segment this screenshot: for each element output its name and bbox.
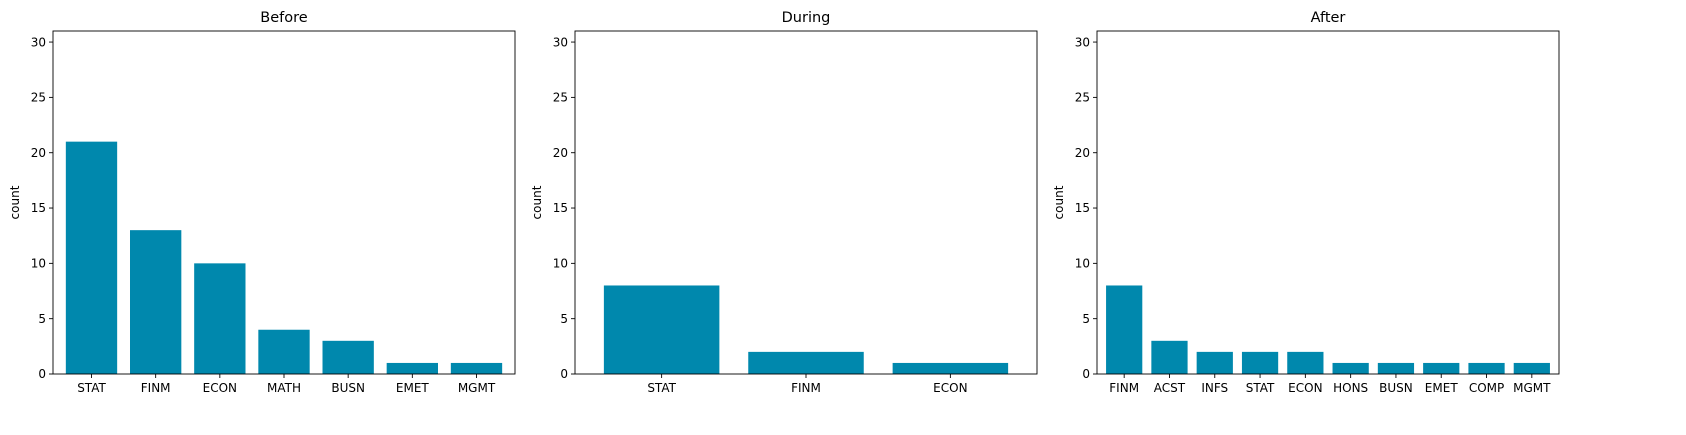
bar-busn	[1377, 362, 1415, 374]
bar-stat	[603, 285, 720, 374]
y-tick-label: 15	[31, 201, 46, 215]
x-tick-label: COMP	[1469, 381, 1504, 395]
chart-panel-before: 0 5 10 15 20 25 30 STAT FINM ECON MATH BUSN EMET MGMT…	[8, 10, 516, 395]
bar-econ	[1287, 351, 1324, 374]
x-tick-label: ECON	[933, 381, 967, 395]
axes-frame	[52, 30, 516, 375]
x-tick-label: STAT	[77, 381, 106, 395]
y-axis-title: count	[8, 185, 22, 219]
bar-hons	[1332, 362, 1369, 374]
y-tick-label: 20	[31, 146, 46, 160]
x-tick-label: FINM	[791, 381, 821, 395]
y-tick-label: 5	[560, 312, 568, 326]
chart-title: After	[1311, 10, 1346, 26]
x-tick-label: FINM	[141, 381, 171, 395]
chart-title: During	[782, 10, 831, 26]
y-tick-label: 0	[1082, 367, 1090, 381]
bar-comp	[1468, 362, 1505, 374]
x-tick-label: FINM	[1109, 381, 1139, 395]
x-tick-label: MGMT	[1513, 381, 1551, 395]
bar-finm	[1106, 285, 1143, 374]
x-tick-label: BUSN	[1379, 381, 1413, 395]
y-tick-label: 0	[38, 367, 46, 381]
bar-stat	[1241, 351, 1279, 374]
x-tick-label: ECON	[203, 381, 237, 395]
chart-panel-after: 0 5 10 15 20 25 30 FINM ACST INFS STAT ECON HONS BUSN…	[1052, 10, 1560, 395]
y-tick-label: 30	[1075, 35, 1090, 49]
x-tick-label: MATH	[267, 381, 301, 395]
x-tick-label: MGMT	[458, 381, 496, 395]
y-tick-label: 10	[553, 257, 568, 271]
bar-emet	[386, 362, 438, 374]
y-axis-title: count	[1052, 185, 1066, 219]
y-tick-label: 15	[1075, 201, 1090, 215]
x-tick-label: EMET	[396, 381, 430, 395]
bar-busn	[322, 340, 374, 374]
x-tick-label: HONS	[1333, 381, 1368, 395]
y-tick-label: 15	[553, 201, 568, 215]
y-tick-label: 5	[38, 312, 46, 326]
bar-stat	[65, 141, 118, 374]
x-tick-label: EMET	[1425, 381, 1459, 395]
chart-title: Before	[260, 10, 307, 26]
y-tick-label: 30	[31, 35, 46, 49]
x-tick-label: STAT	[1246, 381, 1275, 395]
y-tick-label: 25	[31, 91, 46, 105]
y-tick-label: 25	[1075, 91, 1090, 105]
y-tick-label: 20	[553, 146, 568, 160]
bar-econ	[194, 263, 246, 374]
x-tick-label: ACST	[1154, 381, 1186, 395]
y-tick-label: 10	[1075, 257, 1090, 271]
bar-acst	[1151, 340, 1188, 374]
y-tick-label: 10	[31, 257, 46, 271]
bar-mgmt	[1513, 362, 1550, 374]
chart-panel-during: 0 5 10 15 20 25 30 STAT FINM ECON count During	[530, 10, 1038, 395]
y-tick-label: 25	[553, 91, 568, 105]
axes-frame	[1096, 30, 1560, 375]
y-axis-title: count	[530, 185, 544, 219]
bar-math	[258, 329, 310, 374]
x-tick-label: STAT	[647, 381, 676, 395]
bar-finm	[748, 351, 864, 374]
y-tick-label: 0	[560, 367, 568, 381]
bar-infs	[1196, 351, 1233, 374]
bar-mgmt	[450, 362, 503, 374]
y-tick-label: 20	[1075, 146, 1090, 160]
x-tick-label: INFS	[1201, 381, 1228, 395]
bar-econ	[892, 362, 1009, 374]
bar-emet	[1423, 362, 1460, 374]
y-tick-label: 5	[1082, 312, 1090, 326]
y-tick-label: 30	[553, 35, 568, 49]
x-tick-label: ECON	[1288, 381, 1322, 395]
bar-finm	[130, 230, 182, 374]
x-tick-label: BUSN	[331, 381, 365, 395]
